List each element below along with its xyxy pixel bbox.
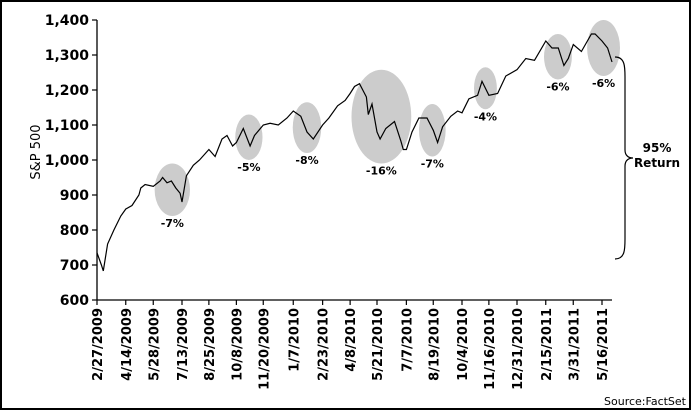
x-tick-label: 5/16/2011: [596, 308, 611, 381]
drawdown-label: -7%: [421, 158, 444, 171]
y-tick-label: 1,400: [45, 13, 90, 29]
y-tick-label: 600: [60, 293, 89, 309]
x-tick-label: 10/4/2010: [456, 308, 471, 381]
drawdown-label: -8%: [295, 154, 318, 167]
x-tick-label: 2/27/2009: [91, 308, 106, 381]
drawdown-highlight: [419, 104, 446, 157]
x-tick-label: 5/21/2010: [371, 308, 386, 381]
drawdown-label: -6%: [546, 81, 569, 94]
x-tick-label: 4/14/2009: [120, 308, 135, 381]
x-tick-label: 2/23/2010: [317, 308, 332, 381]
y-tick-label: 1,000: [45, 153, 90, 169]
y-tick-label: 800: [60, 223, 89, 239]
drawdown-highlight: [587, 20, 620, 76]
drawdown-label: -4%: [474, 110, 497, 123]
y-axis-label: S&P 500: [29, 124, 44, 179]
drawdown-highlight: [544, 34, 572, 80]
highlight-group: [154, 20, 620, 216]
x-tick-label: 2/15/2011: [540, 308, 555, 381]
y-ticks-group: 1,400 1,300 1,200 1,100 1,000 900 800 700 600: [45, 13, 97, 309]
sp500-series-line: [96, 33, 613, 272]
drawdown-highlight: [292, 102, 322, 153]
x-tick-label: 7/13/2009: [176, 308, 191, 381]
y-tick-label: 1,300: [45, 48, 90, 64]
drawdown-label: -16%: [366, 165, 397, 178]
x-tick-label: 8/25/2009: [203, 308, 218, 381]
x-tick-label: 7/7/2010: [400, 308, 415, 372]
y-tick-label: 1,100: [45, 118, 90, 134]
x-tick-label: 11/20/2009: [257, 308, 272, 390]
return-brace: [614, 56, 634, 260]
x-ticks-group: 2/27/2009 4/14/2009 5/28/2009 7/13/2009 8/25…: [91, 300, 611, 390]
drawdown-highlight: [154, 163, 190, 216]
axes-group: [96, 20, 612, 301]
y-tick-label: 1,200: [45, 83, 90, 99]
return-annotation-label: Return: [634, 156, 680, 170]
source-note: Source:FactSet: [604, 395, 687, 408]
x-tick-label: 4/8/2010: [344, 308, 359, 372]
x-tick-label: 11/16/2010: [483, 308, 498, 390]
drawdown-label: -6%: [592, 77, 615, 90]
drawdown-highlight: [235, 114, 263, 160]
drawdown-label: -5%: [237, 161, 260, 174]
x-tick-label: 3/31/2011: [567, 308, 582, 381]
x-tick-label: 12/31/2010: [511, 308, 526, 390]
x-tick-label: 1/7/2010: [287, 308, 302, 372]
drawdown-labels-group: -7% -5% -8% -16% -7% -4% -6% -6%: [161, 77, 616, 230]
y-tick-label: 900: [60, 188, 89, 204]
x-tick-label: 5/28/2009: [147, 308, 162, 381]
x-tick-label: 10/8/2009: [230, 308, 245, 381]
x-tick-label: 8/19/2010: [427, 308, 442, 381]
return-annotation-value: 95%: [643, 141, 672, 155]
drawdown-label: -7%: [161, 217, 184, 230]
y-tick-label: 700: [60, 258, 89, 274]
drawdown-highlight: [351, 69, 412, 164]
